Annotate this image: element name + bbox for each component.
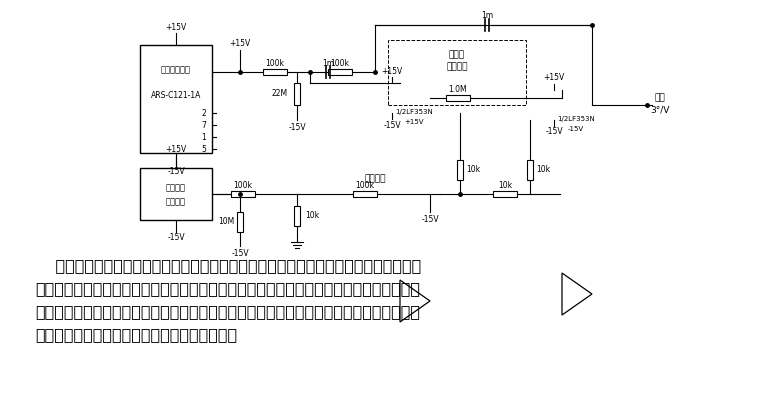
Text: +15V: +15V: [404, 119, 424, 125]
Text: 5: 5: [202, 144, 206, 154]
Bar: [294, 83, 300, 105]
Bar: [140, 45, 212, 153]
Text: 3°/V: 3°/V: [651, 105, 670, 115]
Text: 1/2LF353N: 1/2LF353N: [395, 109, 433, 115]
Text: 7: 7: [202, 120, 206, 130]
Text: 22M: 22M: [271, 89, 287, 99]
Bar: [263, 69, 287, 75]
Text: -15V: -15V: [167, 233, 185, 243]
Text: 传感器获得短期和长期两方面的正确信号，将角速度传感器和精密振子组合成独特的结: 传感器获得短期和长期两方面的正确信号，将角速度传感器和精密振子组合成独特的结: [35, 258, 422, 273]
Text: 1m: 1m: [481, 12, 493, 20]
Text: -15V: -15V: [231, 249, 249, 259]
Text: 100k: 100k: [355, 180, 374, 190]
Bar: [328, 69, 352, 75]
Text: 10k: 10k: [466, 166, 480, 174]
Text: -15V: -15V: [167, 166, 185, 176]
Text: +15V: +15V: [543, 73, 565, 83]
Text: 温漂阻抗: 温漂阻抗: [166, 184, 186, 192]
Bar: [140, 168, 212, 220]
Text: -15V: -15V: [568, 126, 584, 132]
Bar: [446, 95, 470, 101]
Bar: [353, 191, 377, 197]
Text: 10k: 10k: [305, 211, 319, 221]
Text: 1: 1: [202, 132, 206, 142]
Text: 设定清零: 设定清零: [446, 63, 468, 71]
Text: 100k: 100k: [234, 180, 253, 190]
Text: 角速度传感器: 角速度传感器: [161, 65, 191, 75]
Text: ARS-C121-1A: ARS-C121-1A: [151, 91, 201, 99]
Text: -15V: -15V: [288, 124, 306, 132]
Bar: [237, 212, 243, 232]
Text: +15V: +15V: [381, 67, 403, 75]
Text: 10k: 10k: [536, 166, 550, 174]
Bar: [457, 160, 463, 180]
Text: +15V: +15V: [165, 146, 186, 154]
Bar: [527, 160, 533, 180]
Text: 1/2LF353N: 1/2LF353N: [557, 116, 595, 122]
Bar: [231, 191, 255, 197]
Text: +15V: +15V: [165, 22, 186, 32]
Bar: [294, 206, 300, 226]
Text: -15V: -15V: [384, 120, 401, 130]
Text: 10M: 10M: [218, 217, 234, 227]
Text: 1m: 1m: [322, 59, 334, 67]
Text: -15V: -15V: [545, 128, 563, 136]
Text: 1.0M: 1.0M: [449, 85, 467, 93]
Text: 2: 2: [202, 109, 206, 117]
Text: 补偿调节: 补偿调节: [166, 198, 186, 207]
Text: 失调调节: 失调调节: [365, 174, 386, 184]
Text: 100k: 100k: [330, 59, 349, 67]
Text: 构。这样得到的倾斜角传感器，将角速度传感器获得的角速度模拟输出电压在积分电路中积: 构。这样得到的倾斜角传感器，将角速度传感器获得的角速度模拟输出电压在积分电路中积: [35, 281, 420, 296]
Bar: [493, 191, 517, 197]
Text: -15V: -15V: [421, 215, 439, 225]
Text: 初始值: 初始值: [449, 51, 465, 59]
Text: 路，作为对角速度传感器的偏置进行反馈补偿。: 路，作为对角速度传感器的偏置进行反馈补偿。: [35, 327, 237, 342]
Text: +15V: +15V: [229, 38, 250, 47]
Text: 输出: 输出: [654, 93, 665, 103]
Text: 10k: 10k: [498, 180, 512, 190]
Text: 分，所求出的倾斜角位置跟振子的垂直基准信号比较，误差信号导入长时间常数的滤波器电: 分，所求出的倾斜角位置跟振子的垂直基准信号比较，误差信号导入长时间常数的滤波器电: [35, 304, 420, 319]
Text: 100k: 100k: [266, 59, 285, 67]
